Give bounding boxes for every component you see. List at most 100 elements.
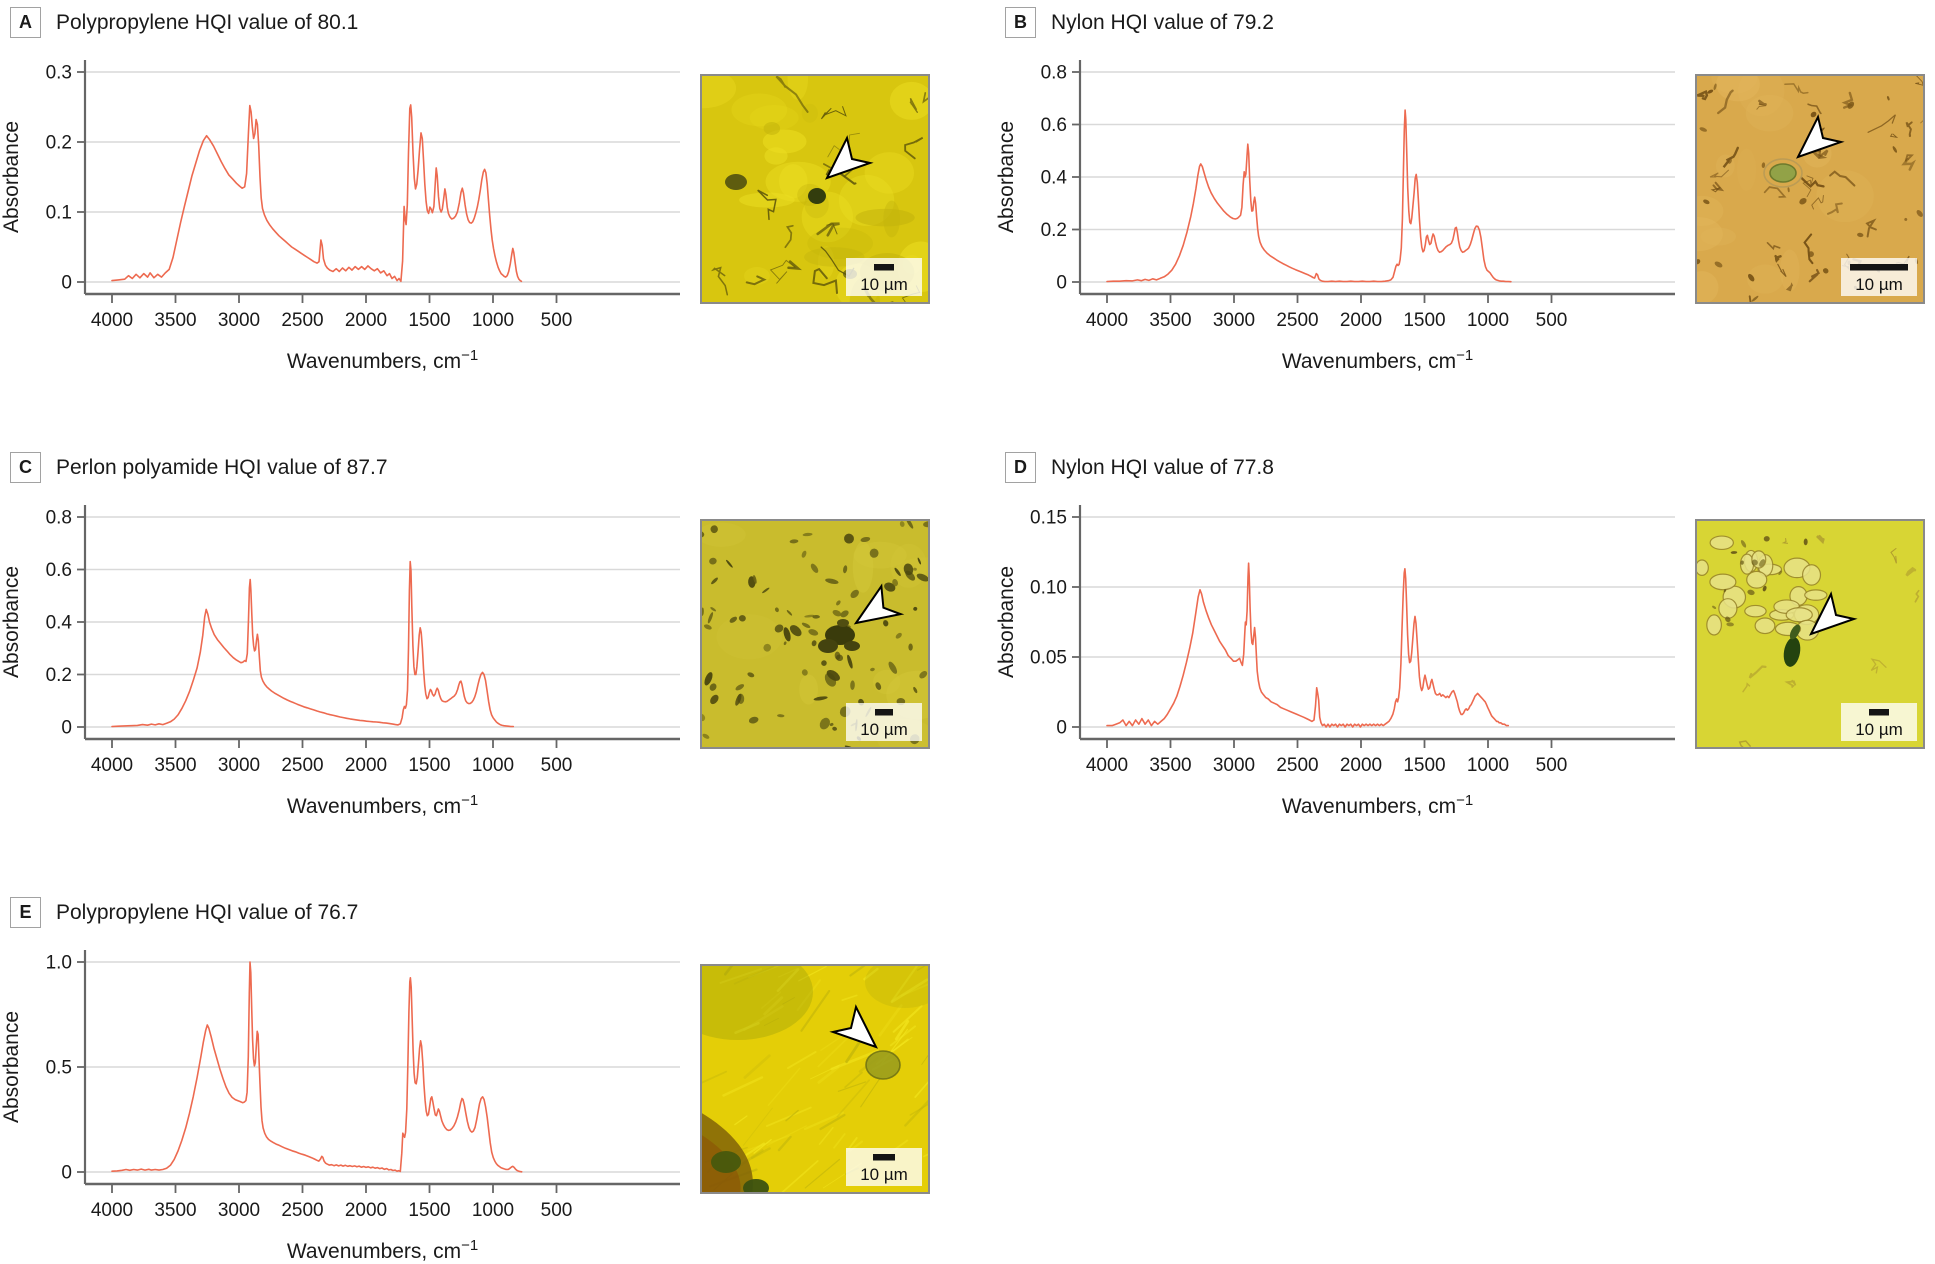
svg-text:4000: 4000	[91, 1200, 133, 1221]
svg-text:2000: 2000	[1340, 310, 1382, 331]
svg-text:2500: 2500	[281, 1200, 323, 1221]
svg-text:2000: 2000	[345, 1200, 387, 1221]
svg-text:2500: 2500	[281, 310, 323, 331]
svg-text:10 µm: 10 µm	[860, 275, 908, 294]
svg-text:Absorbance: Absorbance	[0, 121, 23, 233]
panel-c: C Perlon polyamide HQI value of 87.7 0 0.…	[0, 445, 940, 890]
svg-text:0.05: 0.05	[1030, 648, 1067, 669]
panel-a-letter-badge: A	[10, 7, 41, 38]
scale-bar: 10 µm	[846, 703, 922, 741]
svg-text:Wavenumbers, cm−1: Wavenumbers, cm−1	[287, 347, 478, 373]
svg-text:Wavenumbers, cm−1: Wavenumbers, cm−1	[287, 792, 478, 818]
svg-text:3000: 3000	[218, 310, 260, 331]
svg-text:3500: 3500	[154, 1200, 196, 1221]
svg-text:1000: 1000	[472, 755, 514, 776]
svg-text:0: 0	[61, 1163, 72, 1184]
svg-text:0.4: 0.4	[46, 613, 73, 634]
svg-text:2000: 2000	[345, 755, 387, 776]
panel-d-letter-badge: D	[1005, 452, 1036, 483]
svg-text:Absorbance: Absorbance	[0, 566, 23, 678]
panel-a-title: Polypropylene HQI value of 80.1	[56, 10, 359, 34]
panel-b: B Nylon HQI value of 79.2 0 0.2 0.4 0.6 0.8 4…	[995, 0, 1935, 445]
svg-text:0.4: 0.4	[1041, 168, 1068, 189]
scale-bar: 10 µm	[846, 1148, 922, 1186]
panel-a-spectrum-chart: 0 0.1 0.2 0.3 4000 3500 3000 2500 2000 1500 1000 50…	[0, 60, 680, 373]
svg-text:1000: 1000	[1467, 755, 1509, 776]
svg-text:Wavenumbers, cm−1: Wavenumbers, cm−1	[1282, 347, 1473, 373]
svg-text:0.6: 0.6	[1041, 115, 1067, 136]
svg-text:Absorbance: Absorbance	[995, 566, 1018, 678]
svg-text:Wavenumbers, cm−1: Wavenumbers, cm−1	[287, 1237, 478, 1263]
panel-a-header: A Polypropylene HQI value of 80.1	[10, 6, 358, 39]
svg-text:0: 0	[1056, 718, 1067, 739]
svg-text:3000: 3000	[1213, 310, 1255, 331]
panel-d: D Nylon HQI value of 77.8 0 0.05 0.10 0.15 4…	[995, 445, 1935, 890]
svg-text:10 µm: 10 µm	[1855, 275, 1903, 294]
panel-b-header: B Nylon HQI value of 79.2	[1005, 6, 1274, 39]
svg-text:2500: 2500	[281, 755, 323, 776]
svg-text:0.15: 0.15	[1030, 508, 1067, 529]
svg-text:2500: 2500	[1276, 310, 1318, 331]
svg-text:500: 500	[541, 755, 573, 776]
svg-text:500: 500	[1536, 310, 1568, 331]
svg-text:1500: 1500	[1403, 755, 1445, 776]
svg-text:0.5: 0.5	[46, 1058, 72, 1079]
arrowhead-pointer-icon	[853, 583, 905, 625]
svg-text:4000: 4000	[91, 755, 133, 776]
svg-text:0.6: 0.6	[46, 560, 72, 581]
scale-bar: 10 µm	[846, 258, 922, 296]
svg-text:3000: 3000	[218, 755, 260, 776]
svg-text:2000: 2000	[345, 310, 387, 331]
svg-text:4000: 4000	[91, 310, 133, 331]
svg-text:1000: 1000	[472, 1200, 514, 1221]
svg-text:3000: 3000	[218, 1200, 260, 1221]
panel-d-micrograph-image: 10 µm	[1695, 519, 1925, 749]
svg-text:2000: 2000	[1340, 755, 1382, 776]
panel-b-micrograph-image: 10 µm	[1695, 74, 1925, 304]
svg-text:0.8: 0.8	[1041, 63, 1067, 84]
svg-text:3500: 3500	[154, 755, 196, 776]
svg-text:3500: 3500	[1149, 755, 1191, 776]
svg-text:1500: 1500	[1403, 310, 1445, 331]
svg-text:1.0: 1.0	[46, 953, 72, 974]
svg-text:0.10: 0.10	[1030, 578, 1067, 599]
svg-text:0.2: 0.2	[46, 665, 72, 686]
svg-text:500: 500	[541, 310, 573, 331]
svg-text:500: 500	[1536, 755, 1568, 776]
panel-d-title: Nylon HQI value of 77.8	[1051, 455, 1274, 479]
svg-text:0.2: 0.2	[46, 133, 72, 154]
svg-text:0.8: 0.8	[46, 508, 72, 529]
svg-text:10 µm: 10 µm	[1855, 720, 1903, 739]
svg-text:Wavenumbers, cm−1: Wavenumbers, cm−1	[1282, 792, 1473, 818]
panel-c-letter-badge: C	[10, 452, 41, 483]
svg-text:3000: 3000	[1213, 755, 1255, 776]
svg-text:1500: 1500	[408, 310, 450, 331]
panel-c-header: C Perlon polyamide HQI value of 87.7	[10, 451, 388, 484]
svg-text:2500: 2500	[1276, 755, 1318, 776]
svg-text:0: 0	[1056, 273, 1067, 294]
arrowhead-pointer-icon	[825, 135, 874, 180]
svg-text:Absorbance: Absorbance	[995, 121, 1018, 233]
panel-b-letter-badge: B	[1005, 7, 1036, 38]
panel-d-header: D Nylon HQI value of 77.8	[1005, 451, 1274, 484]
svg-text:500: 500	[541, 1200, 573, 1221]
svg-text:1500: 1500	[408, 1200, 450, 1221]
svg-text:0.1: 0.1	[46, 203, 72, 224]
svg-text:0.2: 0.2	[1041, 220, 1067, 241]
scale-bar: 10 µm	[1841, 258, 1917, 296]
svg-text:4000: 4000	[1086, 310, 1128, 331]
svg-text:10 µm: 10 µm	[860, 1165, 908, 1184]
panel-c-micrograph-image: 10 µm	[700, 519, 930, 749]
panel-e-title: Polypropylene HQI value of 76.7	[56, 900, 359, 924]
arrowhead-pointer-icon	[1796, 114, 1845, 159]
panel-e-letter-badge: E	[10, 897, 41, 928]
svg-text:3500: 3500	[154, 310, 196, 331]
svg-text:1500: 1500	[408, 755, 450, 776]
panel-e-spectrum-chart: 0 0.5 1.0 4000 3500 3000 2500 2000 1500 1000 500 Ab…	[0, 950, 680, 1263]
panel-e-micrograph-image: 10 µm	[700, 964, 930, 1194]
panel-a-micrograph-image: 10 µm	[700, 74, 930, 304]
panel-e: E Polypropylene HQI value of 76.7 0 0.5 1.…	[0, 890, 940, 1264]
svg-text:1000: 1000	[472, 310, 514, 331]
svg-text:1000: 1000	[1467, 310, 1509, 331]
